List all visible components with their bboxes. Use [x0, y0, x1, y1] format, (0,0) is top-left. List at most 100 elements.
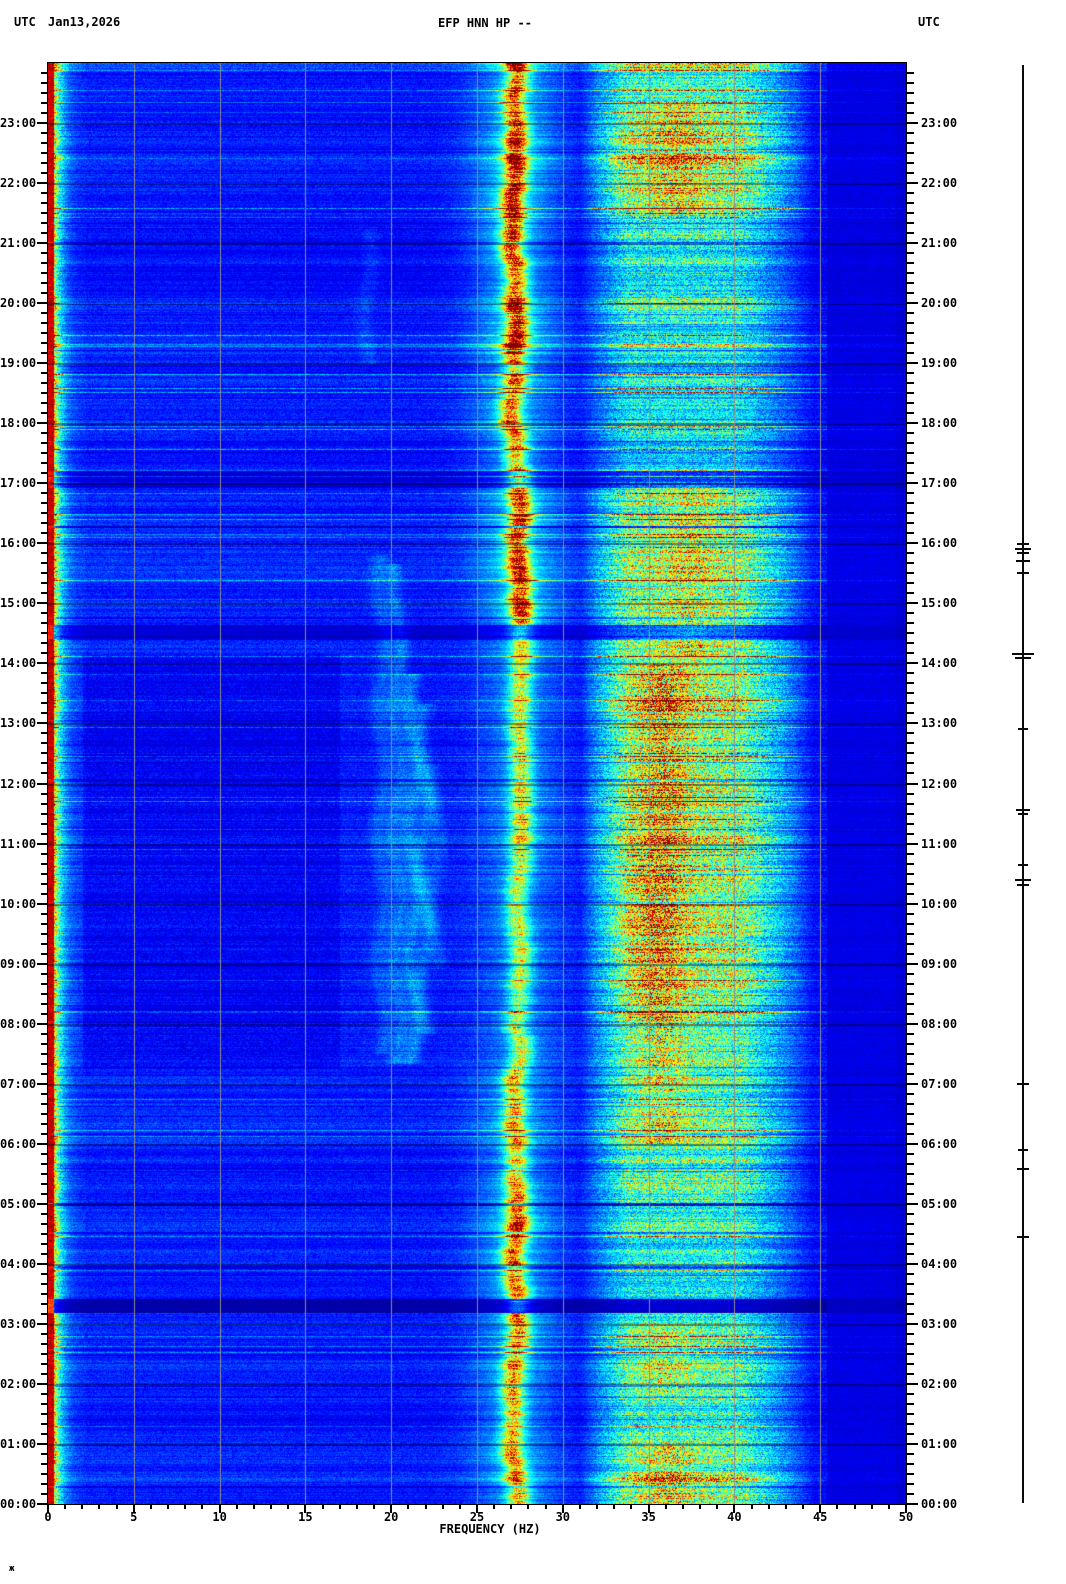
time-minor-tick-left: [41, 512, 48, 514]
time-minor-tick-left: [41, 833, 48, 835]
freq-minor-tick: [322, 1504, 324, 1509]
time-minor-tick-left: [41, 803, 48, 805]
time-major-tick-right: [906, 422, 918, 424]
time-minor-tick-left: [41, 853, 48, 855]
time-minor-tick-right: [906, 1343, 914, 1345]
time-minor-tick-left: [41, 582, 48, 584]
time-minor-tick-right: [906, 983, 914, 985]
time-minor-tick-right: [906, 322, 914, 324]
time-minor-tick-right: [906, 1303, 914, 1305]
time-minor-tick-right: [906, 132, 914, 134]
time-minor-tick-right: [906, 192, 914, 194]
freq-minor-tick: [442, 1504, 444, 1509]
time-label-left: 18:00: [0, 416, 37, 430]
time-label-right: 01:00: [921, 1437, 958, 1451]
time-minor-tick-left: [41, 282, 48, 284]
page-title: EFP HNN HP --: [438, 16, 532, 30]
time-major-tick-left: [37, 1503, 48, 1505]
time-major-tick-left: [37, 662, 48, 664]
freq-minor-tick: [665, 1504, 667, 1509]
time-minor-tick-right: [906, 682, 914, 684]
time-minor-tick-right: [906, 532, 914, 534]
time-minor-tick-right: [906, 232, 914, 234]
time-minor-tick-left: [41, 192, 48, 194]
time-label-left: 05:00: [0, 1197, 37, 1211]
time-minor-tick-left: [41, 702, 48, 704]
time-minor-tick-right: [906, 342, 914, 344]
time-minor-tick-left: [41, 592, 48, 594]
time-minor-tick-right: [906, 1043, 914, 1045]
time-minor-tick-left: [41, 572, 48, 574]
time-minor-tick-left: [41, 212, 48, 214]
time-minor-tick-left: [41, 1063, 48, 1065]
time-minor-tick-right: [906, 512, 914, 514]
time-minor-tick-left: [41, 332, 48, 334]
time-minor-tick-left: [41, 1473, 48, 1475]
time-minor-tick-right: [906, 823, 914, 825]
time-minor-tick-right: [906, 803, 914, 805]
freq-label: 45: [812, 1510, 828, 1524]
trace-event-tick: [1015, 879, 1031, 881]
time-minor-tick-right: [906, 672, 914, 674]
time-major-tick-right: [906, 302, 918, 304]
time-minor-tick-right: [906, 332, 914, 334]
time-major-tick-right: [906, 662, 918, 664]
time-minor-tick-right: [906, 622, 914, 624]
time-label-left: 11:00: [0, 837, 37, 851]
time-minor-tick-right: [906, 833, 914, 835]
time-minor-tick-right: [906, 402, 914, 404]
trace-event-tick: [1017, 884, 1029, 886]
time-minor-tick-right: [906, 312, 914, 314]
time-label-right: 22:00: [921, 176, 958, 190]
freq-minor-tick: [699, 1504, 701, 1509]
freq-minor-tick: [527, 1504, 529, 1509]
time-minor-tick-right: [906, 813, 914, 815]
time-minor-tick-left: [41, 522, 48, 524]
time-label-right: 02:00: [921, 1377, 958, 1391]
time-minor-tick-right: [906, 392, 914, 394]
time-minor-tick-right: [906, 883, 914, 885]
time-label-left: 02:00: [0, 1377, 37, 1391]
time-minor-tick-right: [906, 1253, 914, 1255]
time-minor-tick-left: [41, 1413, 48, 1415]
time-minor-tick-left: [41, 452, 48, 454]
time-minor-tick-left: [41, 1333, 48, 1335]
time-minor-tick-left: [41, 272, 48, 274]
time-minor-tick-right: [906, 82, 914, 84]
header-utc-left: UTC: [14, 15, 36, 29]
time-major-tick-right: [906, 482, 918, 484]
time-minor-tick-left: [41, 732, 48, 734]
time-minor-tick-right: [906, 1113, 914, 1115]
trace-event-tick: [1017, 543, 1029, 545]
trace-event-tick: [1018, 1149, 1028, 1151]
time-minor-tick-right: [906, 1463, 914, 1465]
time-label-left: 23:00: [0, 116, 37, 130]
x-axis-title: FREQUENCY (HZ): [439, 1522, 541, 1536]
time-minor-tick-right: [906, 1103, 914, 1105]
time-label-right: 06:00: [921, 1137, 958, 1151]
time-minor-tick-left: [41, 923, 48, 925]
time-minor-tick-right: [906, 1193, 914, 1195]
time-label-right: 05:00: [921, 1197, 958, 1211]
freq-label: 35: [641, 1510, 656, 1524]
time-minor-tick-left: [41, 893, 48, 895]
time-minor-tick-right: [906, 702, 914, 704]
freq-minor-tick: [150, 1504, 152, 1509]
trace-event-tick: [1017, 1168, 1029, 1170]
time-minor-tick-right: [906, 953, 914, 955]
time-minor-tick-right: [906, 1123, 914, 1125]
time-minor-tick-left: [41, 813, 48, 815]
time-label-right: 10:00: [921, 897, 958, 911]
time-minor-tick-left: [41, 1493, 48, 1495]
time-label-left: 09:00: [0, 957, 37, 971]
header-utc-right: UTC: [918, 15, 940, 29]
time-minor-tick-left: [41, 552, 48, 554]
time-minor-tick-left: [41, 292, 48, 294]
time-minor-tick-left: [41, 1283, 48, 1285]
freq-label: 40: [727, 1510, 742, 1524]
freq-minor-tick: [579, 1504, 581, 1509]
time-minor-tick-right: [906, 752, 914, 754]
time-minor-tick-left: [41, 322, 48, 324]
time-minor-tick-left: [41, 312, 48, 314]
time-minor-tick-left: [41, 1123, 48, 1125]
